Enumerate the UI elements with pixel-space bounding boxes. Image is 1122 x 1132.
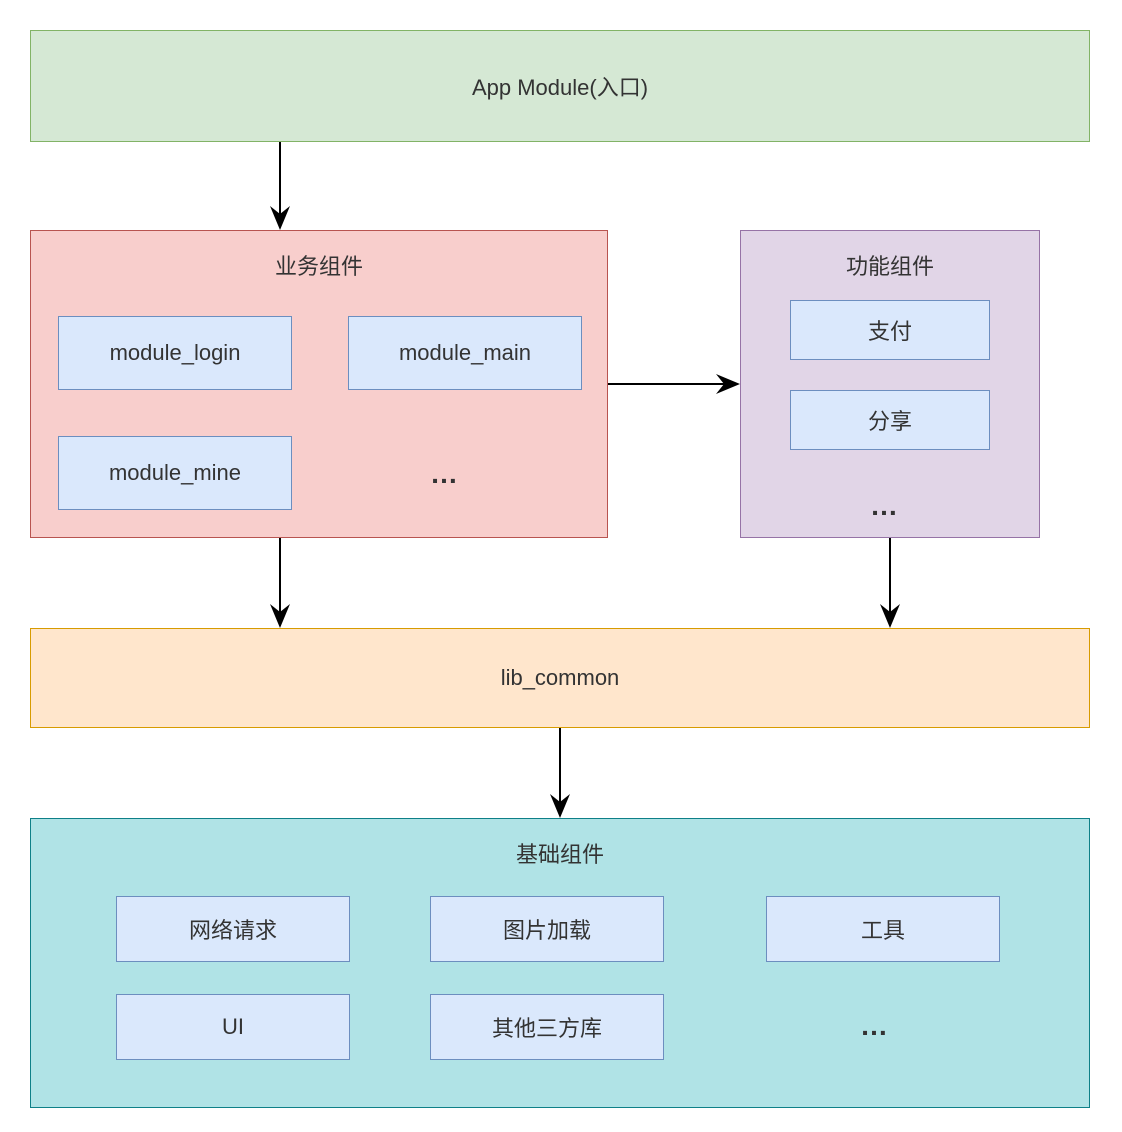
arrows-layer [0, 0, 1122, 1132]
